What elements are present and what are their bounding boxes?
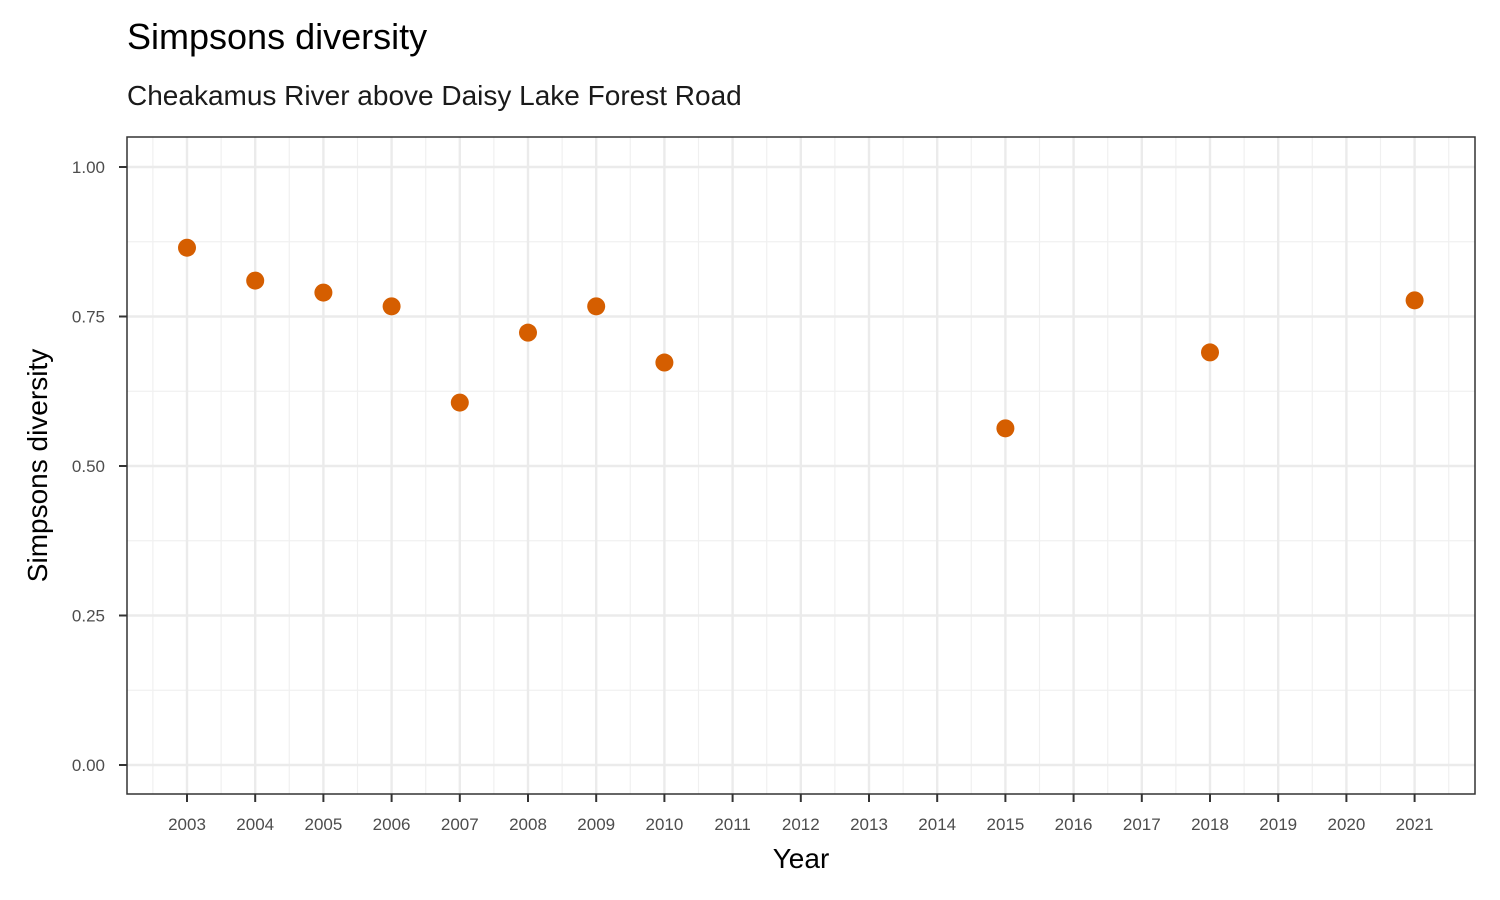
- x-tick-label: 2013: [850, 815, 888, 834]
- grid-lines: [127, 137, 1475, 794]
- data-point: [996, 419, 1015, 438]
- data-point: [450, 393, 469, 412]
- data-point: [655, 353, 674, 372]
- y-tick-label: 0.00: [72, 756, 105, 775]
- x-tick-label: 2011: [714, 815, 751, 834]
- data-point: [1405, 291, 1424, 310]
- x-tick-label: 2006: [373, 815, 411, 834]
- x-tick-label: 2021: [1396, 815, 1434, 834]
- x-tick-label: 2017: [1123, 815, 1161, 834]
- x-tick-label: 2012: [782, 815, 820, 834]
- x-tick-label: 2016: [1055, 815, 1093, 834]
- x-tick-label: 2003: [168, 815, 206, 834]
- data-point: [587, 297, 606, 316]
- chart-title: Simpsons diversity: [127, 16, 428, 57]
- data-point: [178, 238, 196, 257]
- data-point: [314, 283, 333, 302]
- y-tick-label: 0.75: [72, 308, 105, 327]
- x-tick-label: 2009: [577, 815, 615, 834]
- data-point: [246, 271, 265, 290]
- x-tick-label: 2020: [1327, 815, 1365, 834]
- data-point: [1201, 343, 1219, 362]
- y-tick-label: 1.00: [72, 158, 105, 177]
- axes: 0.00 0.25 0.50 0.75 1.00 2003 2004 2005 2006 2007…: [72, 158, 1434, 834]
- x-tick-label: 2018: [1191, 815, 1229, 834]
- y-axis-title: Simpsons diversity: [22, 349, 53, 582]
- x-tick-label: 2004: [236, 815, 274, 834]
- y-tick-label: 0.25: [72, 607, 105, 626]
- x-tick-label: 2015: [986, 815, 1024, 834]
- x-tick-label: 2014: [918, 815, 956, 834]
- x-tick-label: 2010: [645, 815, 683, 834]
- y-tick-label: 0.50: [72, 457, 105, 476]
- data-point: [382, 297, 401, 316]
- x-tick-label: 2005: [304, 815, 342, 834]
- chart-subtitle: Cheakamus River above Daisy Lake Forest …: [127, 80, 742, 111]
- data-point: [519, 323, 537, 342]
- x-axis-title: Year: [773, 843, 830, 874]
- x-tick-label: 2008: [509, 815, 547, 834]
- x-tick-label: 2007: [441, 815, 479, 834]
- x-tick-label: 2019: [1259, 815, 1297, 834]
- data-points: [178, 238, 1424, 438]
